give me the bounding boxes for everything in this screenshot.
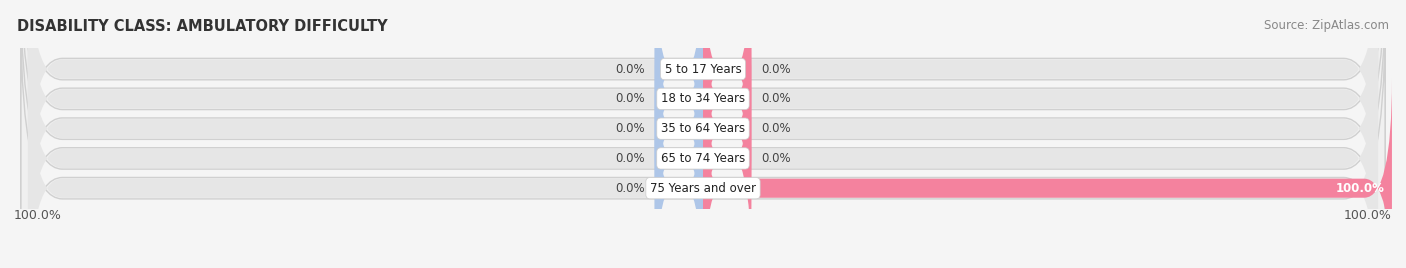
FancyBboxPatch shape — [28, 0, 1378, 209]
Text: 0.0%: 0.0% — [614, 152, 644, 165]
FancyBboxPatch shape — [21, 0, 1385, 237]
Text: 0.0%: 0.0% — [762, 152, 792, 165]
FancyBboxPatch shape — [703, 19, 751, 238]
FancyBboxPatch shape — [28, 49, 1378, 268]
FancyBboxPatch shape — [703, 0, 751, 179]
FancyBboxPatch shape — [28, 19, 1378, 268]
Text: 18 to 34 Years: 18 to 34 Years — [661, 92, 745, 105]
FancyBboxPatch shape — [21, 20, 1385, 268]
Text: 0.0%: 0.0% — [614, 92, 644, 105]
Text: 100.0%: 100.0% — [14, 209, 62, 222]
FancyBboxPatch shape — [28, 0, 1378, 238]
Text: 0.0%: 0.0% — [762, 122, 792, 135]
Text: 0.0%: 0.0% — [762, 92, 792, 105]
FancyBboxPatch shape — [655, 79, 703, 268]
FancyBboxPatch shape — [655, 49, 703, 268]
FancyBboxPatch shape — [21, 0, 1385, 268]
Text: 75 Years and over: 75 Years and over — [650, 182, 756, 195]
Text: 0.0%: 0.0% — [614, 182, 644, 195]
FancyBboxPatch shape — [703, 79, 1392, 268]
Text: 100.0%: 100.0% — [1344, 209, 1392, 222]
FancyBboxPatch shape — [703, 49, 751, 268]
Text: 5 to 17 Years: 5 to 17 Years — [665, 63, 741, 76]
FancyBboxPatch shape — [655, 0, 703, 209]
Text: 65 to 74 Years: 65 to 74 Years — [661, 152, 745, 165]
FancyBboxPatch shape — [21, 0, 1385, 268]
FancyBboxPatch shape — [655, 0, 703, 179]
Text: 35 to 64 Years: 35 to 64 Years — [661, 122, 745, 135]
Text: 0.0%: 0.0% — [614, 63, 644, 76]
FancyBboxPatch shape — [21, 0, 1385, 267]
Text: 100.0%: 100.0% — [1336, 182, 1385, 195]
FancyBboxPatch shape — [703, 0, 751, 209]
Text: Source: ZipAtlas.com: Source: ZipAtlas.com — [1264, 19, 1389, 32]
FancyBboxPatch shape — [28, 0, 1378, 268]
Text: 0.0%: 0.0% — [614, 122, 644, 135]
Text: DISABILITY CLASS: AMBULATORY DIFFICULTY: DISABILITY CLASS: AMBULATORY DIFFICULTY — [17, 19, 388, 34]
Text: 0.0%: 0.0% — [762, 63, 792, 76]
FancyBboxPatch shape — [655, 19, 703, 238]
